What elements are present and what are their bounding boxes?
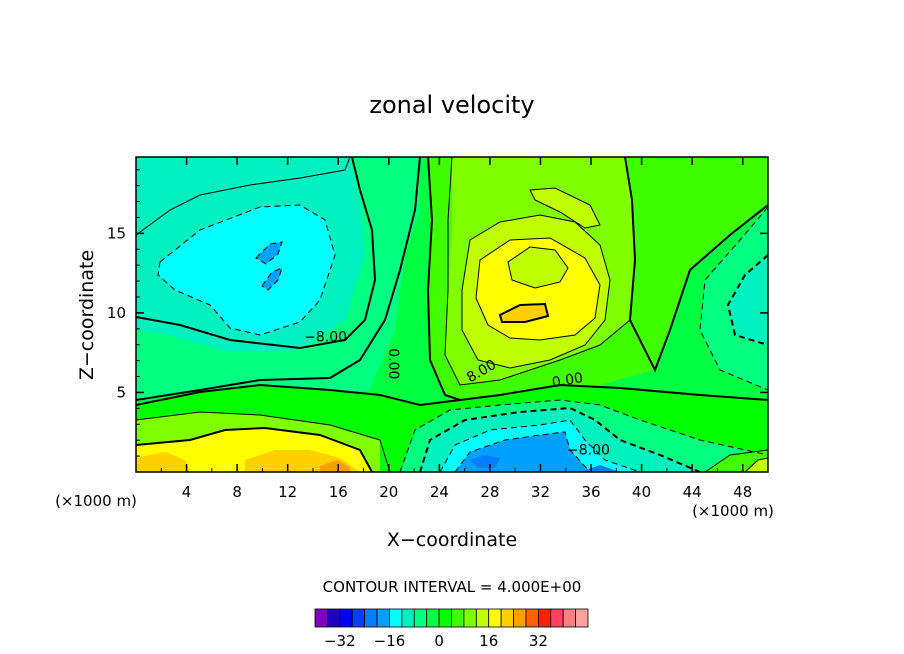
x-tick-label: 16: [329, 483, 348, 501]
x-tick-label: 32: [531, 483, 550, 501]
colorbar-swatch: [376, 608, 390, 628]
colorbar-swatch: [401, 608, 415, 628]
colorbar-swatch: [562, 608, 576, 628]
colorbar-swatch: [488, 608, 502, 628]
x-unit-label-left: (×1000 m): [55, 492, 137, 510]
colorbar-swatch: [339, 608, 353, 628]
colorbar-tick-label: 32: [529, 632, 548, 650]
colorbar-swatch: [451, 608, 465, 628]
colorbar-swatch: [475, 608, 490, 628]
x-tick-label: 4: [182, 483, 192, 501]
contour-interval-text: CONTOUR INTERVAL = 4.000E+00: [323, 578, 582, 596]
contour-field: [136, 157, 768, 472]
colorbar-swatch: [413, 608, 428, 628]
x-tick-label: 20: [379, 483, 398, 501]
x-tick-label: 40: [632, 483, 651, 501]
colorbar-swatch: [463, 608, 477, 628]
colorbar-swatch: [351, 608, 366, 628]
y-axis: 5 10 15: [107, 169, 768, 457]
colorbar-tick-label: −16: [374, 632, 406, 650]
region-cyan-blob-1: [256, 242, 282, 264]
region-lower-red: [320, 460, 350, 472]
colorbar-swatch: [327, 608, 341, 628]
x-tick-label: 28: [480, 483, 499, 501]
x-tick-label: 36: [581, 483, 600, 501]
colorbar: [314, 608, 589, 628]
region-center-lime: [508, 247, 568, 288]
contour-lines: [136, 157, 768, 472]
x-tick-label: 48: [733, 483, 752, 501]
colorbar-swatch: [364, 608, 378, 628]
region-cyan-core: [158, 205, 335, 335]
chart-title: zonal velocity: [369, 91, 534, 119]
colorbar-swatch: [500, 608, 514, 628]
y-tick-label: 15: [107, 224, 126, 242]
region-lower-blue-core: [470, 455, 500, 468]
region-lower-left-orange: [136, 452, 190, 472]
region-orange-spot: [500, 304, 548, 322]
y-tick-label: 10: [107, 304, 126, 322]
region-cyan-blob-2: [262, 268, 282, 290]
colorbar-tick-label: −32: [324, 632, 356, 650]
contour-label: 0.00: [551, 370, 584, 391]
colorbar-swatch: [525, 608, 539, 628]
contour-label: −8.00: [567, 443, 610, 459]
colorbar-swatch: [389, 608, 403, 628]
region-right-cyan: [728, 255, 768, 345]
colorbar-swatch: [575, 608, 589, 628]
plot-frame: [135, 156, 769, 473]
x-tick-label: 12: [278, 483, 297, 501]
x-tick-label: 8: [232, 483, 242, 501]
colorbar-swatch: [550, 608, 564, 628]
colorbar-tick-label: 0: [434, 632, 444, 650]
colorbar-swatch: [314, 608, 328, 628]
x-unit-label-right: (×1000 m): [692, 502, 774, 520]
colorbar-swatch: [438, 608, 452, 628]
x-axis: 4 8 12 16 20 24 28 32 36 40 44 48: [160, 157, 752, 501]
colorbar-swatch: [426, 608, 440, 628]
x-tick-label: 44: [683, 483, 702, 501]
region-top-yellow: [530, 188, 600, 228]
colorbar-swatch: [537, 608, 552, 628]
y-tick-label: 5: [116, 383, 126, 401]
x-tick-label: 24: [430, 483, 449, 501]
colorbar-labels: −32 −16 0 16 32: [324, 632, 548, 650]
x-axis-title: X−coordinate: [387, 529, 517, 551]
region-lower-right-yellow: [745, 458, 768, 472]
colorbar-swatch: [513, 608, 527, 628]
colorbar-tick-label: 16: [479, 632, 498, 650]
y-axis-title: Z−coordinate: [76, 250, 98, 380]
contour-label: 0.00: [385, 348, 401, 379]
contour-label: −8.00: [304, 330, 347, 346]
region-lower-right-blue: [580, 465, 620, 472]
